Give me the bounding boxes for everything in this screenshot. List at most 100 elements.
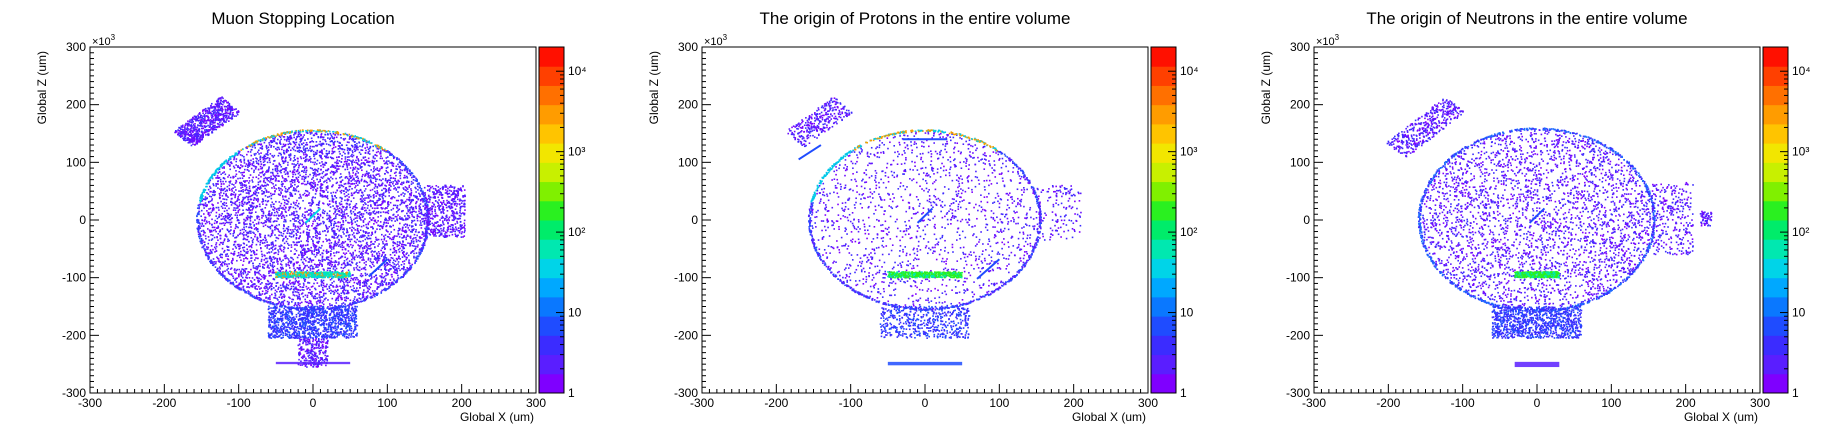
heatmap-cell [384, 263, 386, 266]
heatmap-cell [397, 248, 400, 251]
heatmap-cell [274, 292, 276, 295]
heatmap-cell [273, 272, 275, 274]
heatmap-cell [264, 139, 267, 142]
heatmap-cell [349, 175, 352, 177]
heatmap-cell [237, 218, 239, 221]
heatmap-cell [316, 183, 319, 186]
heatmap-cell [349, 299, 352, 302]
heatmap-cell [383, 281, 386, 283]
heatmap-cell [398, 267, 400, 270]
heatmap-cell [260, 287, 262, 289]
heatmap-cell [375, 221, 378, 224]
heatmap-cell [313, 180, 315, 182]
heatmap-cell [245, 276, 248, 279]
heatmap-cell [400, 183, 402, 185]
heatmap-cell [271, 264, 274, 266]
heatmap-cell [231, 162, 233, 165]
heatmap-cell [276, 258, 279, 261]
heatmap-cell [350, 209, 352, 212]
heatmap-cell [319, 140, 321, 143]
heatmap-cell [280, 287, 282, 289]
heatmap-cell [334, 264, 336, 266]
heatmap-cell [282, 251, 285, 253]
heatmap-cell [299, 146, 302, 149]
heatmap-cell [340, 227, 342, 229]
heatmap-cell [409, 194, 411, 196]
heatmap-cell [296, 213, 298, 216]
heatmap-cell [218, 215, 221, 218]
heatmap-cell [316, 237, 318, 240]
heatmap-cell [370, 266, 373, 269]
heatmap-cell [339, 214, 341, 217]
heatmap-cell [385, 225, 388, 227]
heatmap-cell [343, 242, 345, 244]
heatmap-cell [228, 207, 230, 210]
heatmap-cell [253, 191, 255, 194]
heatmap-cell [280, 169, 283, 172]
heatmap-cell [210, 199, 213, 202]
heatmap-cell [348, 245, 350, 248]
heatmap-cell [264, 187, 266, 190]
heatmap-cell [301, 293, 303, 295]
heatmap-cell [354, 208, 357, 211]
heatmap-cell [235, 207, 237, 209]
heatmap-cell [345, 299, 347, 302]
heatmap-cell [233, 156, 236, 158]
heatmap-cell [227, 271, 230, 273]
heatmap-cell [357, 289, 360, 292]
heatmap-cell [267, 219, 270, 222]
heatmap-cell [355, 161, 357, 164]
heatmap-cell [274, 239, 277, 242]
heatmap-cell [341, 215, 344, 217]
heatmap-cell [254, 219, 256, 221]
heatmap-cell [300, 301, 303, 304]
heatmap-cell [339, 146, 341, 149]
heatmap-cell [203, 220, 206, 222]
heatmap-cell [409, 245, 411, 247]
heatmap-cell [256, 288, 259, 290]
heatmap-cell [370, 205, 372, 208]
heatmap-cell [242, 198, 245, 200]
heatmap-cell [225, 180, 227, 183]
heatmap-cell [376, 228, 378, 230]
heatmap-cell [332, 137, 334, 140]
heatmap-cell [249, 190, 252, 193]
heatmap-cell [297, 267, 300, 270]
heatmap-cell [318, 233, 320, 235]
heatmap-cell [360, 245, 362, 247]
heatmap-cell [305, 259, 307, 262]
heatmap-cell [259, 235, 262, 238]
heatmap-cell [422, 217, 424, 220]
heatmap-cell [304, 248, 306, 251]
heatmap-cell [370, 275, 373, 277]
heatmap-cell [362, 221, 365, 223]
heatmap-cell [238, 204, 241, 206]
heatmap-cell [399, 222, 401, 225]
heatmap-cell [330, 224, 332, 227]
heatmap-cell [356, 162, 359, 164]
heatmap-cell [307, 149, 310, 152]
heatmap-cell [274, 165, 277, 167]
heatmap-cell [359, 164, 361, 167]
heatmap-cell [386, 181, 389, 184]
heatmap-cell [316, 222, 319, 225]
heatmap-cell [304, 264, 307, 267]
heatmap-cell [413, 233, 416, 236]
heatmap-cell [232, 177, 234, 179]
heatmap-cell [373, 196, 375, 198]
heatmap-cell [412, 216, 415, 218]
heatmap-cell [317, 266, 319, 268]
heatmap-cell [248, 187, 251, 190]
heatmap-cell [217, 239, 219, 242]
heatmap-cell [244, 180, 247, 182]
heatmap-cell [287, 143, 290, 146]
heatmap-cell [355, 241, 357, 244]
heatmap-cell [333, 220, 336, 223]
heatmap-cell [362, 213, 365, 215]
heatmap-cell [275, 282, 278, 284]
heatmap-cell [372, 157, 375, 159]
heatmap-cell [298, 254, 300, 256]
heatmap-cell [232, 277, 235, 280]
heatmap-cell [271, 201, 274, 204]
heatmap-cell [270, 204, 272, 206]
